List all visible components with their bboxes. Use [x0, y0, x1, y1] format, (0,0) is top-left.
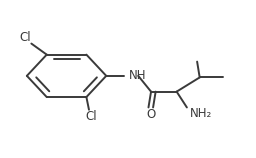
- Text: NH₂: NH₂: [189, 107, 212, 120]
- Text: O: O: [146, 108, 155, 121]
- Text: NH: NH: [129, 69, 146, 82]
- Text: Cl: Cl: [19, 31, 31, 44]
- Text: Cl: Cl: [86, 109, 97, 122]
